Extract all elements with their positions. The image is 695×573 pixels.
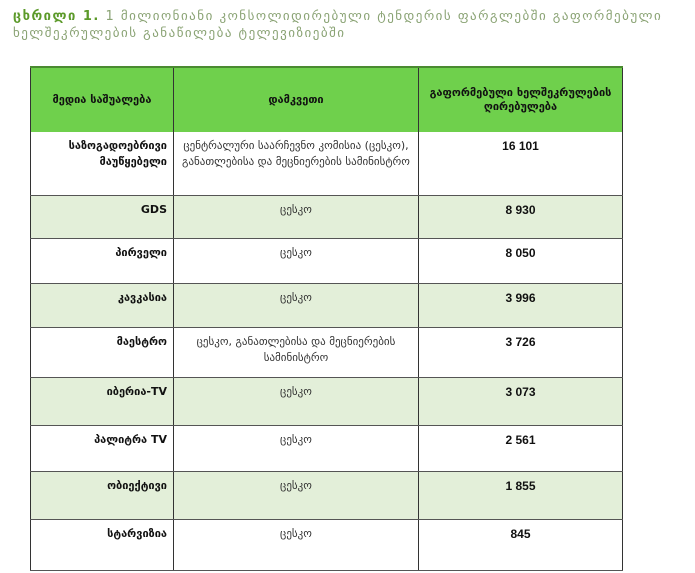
cell-value: 1 855 [418,471,623,520]
header-value: გაფორმებული ხელშეკრულების ღირებულება [418,66,623,132]
cell-customer: ცესკო, განათლებისა და მეცნიერების სამინი… [173,327,419,378]
cell-media: ობიექტივი [30,471,174,520]
cell-media: კავკასია [30,283,174,328]
header-customer: დამკვეთი [173,66,419,132]
cell-value: 845 [418,519,623,571]
cell-media: პალიტრა TV [30,425,174,472]
contracts-table: მედია საშუალება დამკვეთი გაფორმებული ხელ… [30,66,623,571]
cell-customer: ცესკო [173,471,419,520]
cell-media: საზოგადოებრივი მაუწყებელი [30,132,174,196]
cell-media: სტარვიზია [30,519,174,571]
cell-customer: ცენტრალური საარჩევნო კომისია (ცესკო), გა… [173,132,419,196]
cell-media: მაესტრო [30,327,174,378]
cell-value: 3 073 [418,377,623,426]
cell-media: პირველი [30,238,174,284]
cell-value: 8 930 [418,195,623,239]
table-row: ობიექტივი ცესკო 1 855 [30,471,623,520]
cell-value: 16 101 [418,132,623,196]
caption-text: 1 მილიონიანი კონსოლიდირებული ტენდერის ფა… [13,9,663,41]
cell-media: GDS [30,195,174,239]
cell-customer: ცესკო [173,195,419,239]
cell-customer: ცესკო [173,519,419,571]
table-row: საზოგადოებრივი მაუწყებელი ცენტრალური საარ… [30,132,623,196]
cell-customer: ცესკო [173,283,419,328]
table-row: იბერია-TV ცესკო 3 073 [30,377,623,426]
table-row: კავკასია ცესკო 3 996 [30,283,623,328]
table-row: GDS ცესკო 8 930 [30,195,623,239]
cell-value: 2 561 [418,425,623,472]
table-row: სტარვიზია ცესკო 845 [30,519,623,571]
cell-value: 3 726 [418,327,623,378]
cell-customer: ცესკო [173,425,419,472]
cell-customer: ცესკო [173,377,419,426]
table-caption: ცხრილი 1. 1 მილიონიანი კონსოლიდირებული ტ… [13,8,693,42]
table-row: პირველი ცესკო 8 050 [30,238,623,284]
cell-value: 8 050 [418,238,623,284]
cell-value: 3 996 [418,283,623,328]
header-row: მედია საშუალება დამკვეთი გაფორმებული ხელ… [30,66,623,132]
table-row: მაესტრო ცესკო, განათლებისა და მეცნიერების… [30,327,623,378]
cell-customer: ცესკო [173,238,419,284]
caption-label: ცხრილი 1. [13,9,100,24]
header-media: მედია საშუალება [30,66,174,132]
table-row: პალიტრა TV ცესკო 2 561 [30,425,623,472]
cell-media: იბერია-TV [30,377,174,426]
